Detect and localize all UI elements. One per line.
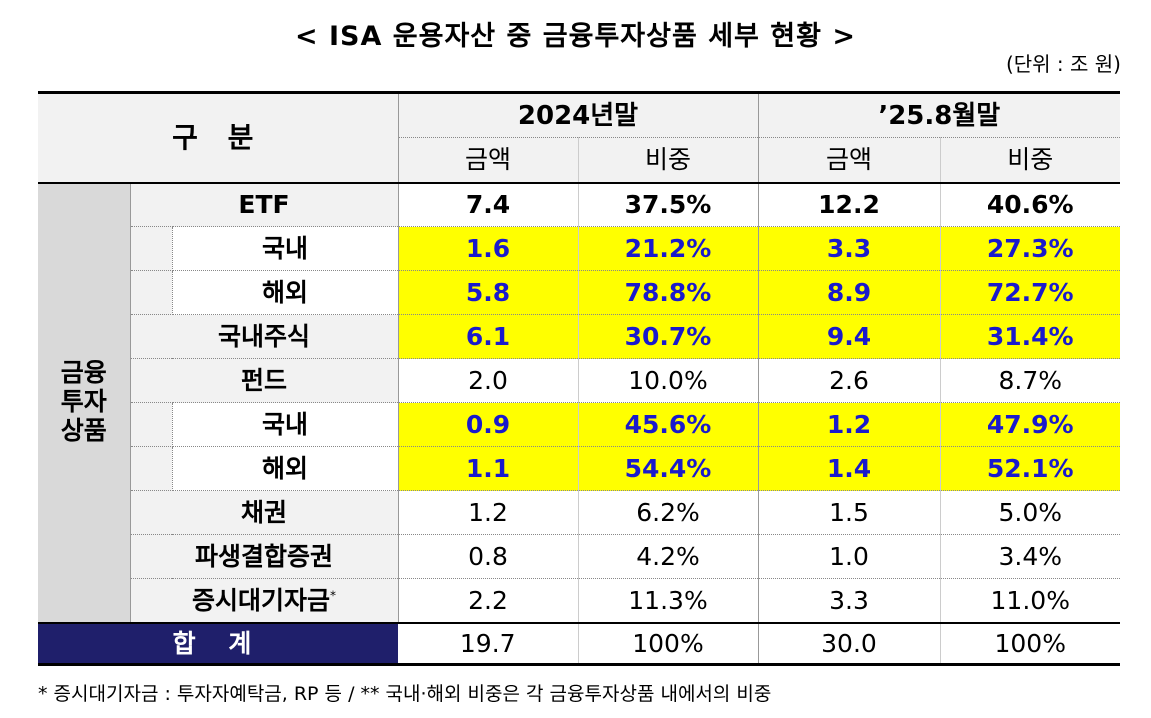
cell-funds-overseas-amount-2024: 1.1: [398, 446, 579, 491]
cell-etf-share-2025: 40.6%: [940, 182, 1120, 227]
cell-funds-share-2025: 8.7%: [940, 358, 1120, 403]
row-label-etf-domestic: 국내: [172, 226, 399, 271]
footnote-marker: *: [330, 588, 336, 603]
cell-etf-amount-2024: 7.4: [398, 182, 579, 227]
row-label-domestic-stocks: 국내주식: [130, 314, 399, 359]
row-label-total: 합 계: [38, 621, 398, 666]
row-indent: [130, 402, 173, 447]
cell-bonds-share-2024: 6.2%: [578, 490, 759, 535]
unit-label: (단위 : 조 원): [1005, 52, 1121, 76]
cell-stocks-amount-2025: 9.4: [758, 314, 941, 359]
header-share-2025: 비중: [940, 137, 1120, 184]
header-category: 구 분: [38, 91, 399, 184]
cell-funds-domestic-share-2025: 47.9%: [940, 402, 1120, 447]
cell-standby-share-2025: 11.0%: [940, 578, 1120, 623]
cell-standby-share-2024: 11.3%: [578, 578, 759, 623]
cell-bonds-amount-2024: 1.2: [398, 490, 579, 535]
cell-derivatives-amount-2024: 0.8: [398, 534, 579, 579]
row-indent: [130, 446, 173, 491]
header-period-2025: ’25.8월말: [758, 91, 1120, 138]
cell-funds-domestic-share-2024: 45.6%: [578, 402, 759, 447]
side-label-line-1: 금융: [60, 358, 107, 388]
cell-derivatives-amount-2025: 1.0: [758, 534, 941, 579]
cell-funds-amount-2024: 2.0: [398, 358, 579, 403]
header-period-2024: 2024년말: [398, 91, 759, 138]
cell-bonds-amount-2025: 1.5: [758, 490, 941, 535]
header-amount-2024: 금액: [398, 137, 579, 184]
cell-stocks-share-2024: 30.7%: [578, 314, 759, 359]
isa-financial-products-table: 구 분 2024년말 ’25.8월말 금액 비중 금액 비중 금융 투자 상품 …: [38, 91, 1120, 666]
side-label-line-3: 상품: [60, 415, 107, 445]
cell-total-share-2025: 100%: [940, 621, 1120, 666]
row-label-funds: 펀드: [130, 358, 399, 403]
cell-etf-domestic-amount-2025: 3.3: [758, 226, 941, 271]
cell-funds-domestic-amount-2024: 0.9: [398, 402, 579, 447]
cell-bonds-share-2025: 5.0%: [940, 490, 1120, 535]
cell-stocks-amount-2024: 6.1: [398, 314, 579, 359]
cell-derivatives-share-2024: 4.2%: [578, 534, 759, 579]
row-label-etf-overseas: 해외: [172, 270, 399, 315]
header-amount-2025: 금액: [758, 137, 941, 184]
cell-total-amount-2025: 30.0: [758, 621, 941, 666]
row-indent: [130, 270, 173, 315]
row-label-derivative-securities: 파생결합증권: [130, 534, 399, 579]
cell-total-amount-2024: 19.7: [398, 621, 579, 666]
cell-standby-amount-2024: 2.2: [398, 578, 579, 623]
cell-etf-amount-2025: 12.2: [758, 182, 941, 227]
cell-etf-overseas-share-2024: 78.8%: [578, 270, 759, 315]
cell-etf-share-2024: 37.5%: [578, 182, 759, 227]
row-label-funds-domestic: 국내: [172, 402, 399, 447]
cell-etf-overseas-share-2025: 72.7%: [940, 270, 1120, 315]
side-label-line-2: 투자: [60, 387, 107, 417]
page-title: < ISA 운용자산 중 금융투자상품 세부 현황 >: [294, 21, 857, 52]
row-label-bonds: 채권: [130, 490, 399, 535]
cell-etf-domestic-share-2024: 21.2%: [578, 226, 759, 271]
standby-funds-label: 증시대기자금: [191, 585, 330, 615]
row-label-standby-funds: 증시대기자금*: [130, 578, 399, 623]
header-share-2024: 비중: [578, 137, 759, 184]
cell-etf-overseas-amount-2024: 5.8: [398, 270, 579, 315]
cell-funds-share-2024: 10.0%: [578, 358, 759, 403]
side-label-financial-products: 금융 투자 상품: [38, 182, 131, 623]
cell-funds-overseas-share-2024: 54.4%: [578, 446, 759, 491]
cell-etf-domestic-amount-2024: 1.6: [398, 226, 579, 271]
cell-funds-domestic-amount-2025: 1.2: [758, 402, 941, 447]
row-label-etf: ETF: [130, 182, 399, 227]
row-indent: [130, 226, 173, 271]
cell-derivatives-share-2025: 3.4%: [940, 534, 1120, 579]
footnote: * 증시대기자금 : 투자자예탁금, RP 등 / ** 국내·해외 비중은 각…: [38, 683, 772, 705]
cell-funds-overseas-share-2025: 52.1%: [940, 446, 1120, 491]
cell-etf-domestic-share-2025: 27.3%: [940, 226, 1120, 271]
cell-standby-amount-2025: 3.3: [758, 578, 941, 623]
cell-funds-overseas-amount-2025: 1.4: [758, 446, 941, 491]
cell-funds-amount-2025: 2.6: [758, 358, 941, 403]
cell-stocks-share-2025: 31.4%: [940, 314, 1120, 359]
row-label-funds-overseas: 해외: [172, 446, 399, 491]
cell-etf-overseas-amount-2025: 8.9: [758, 270, 941, 315]
cell-total-share-2024: 100%: [578, 621, 759, 666]
